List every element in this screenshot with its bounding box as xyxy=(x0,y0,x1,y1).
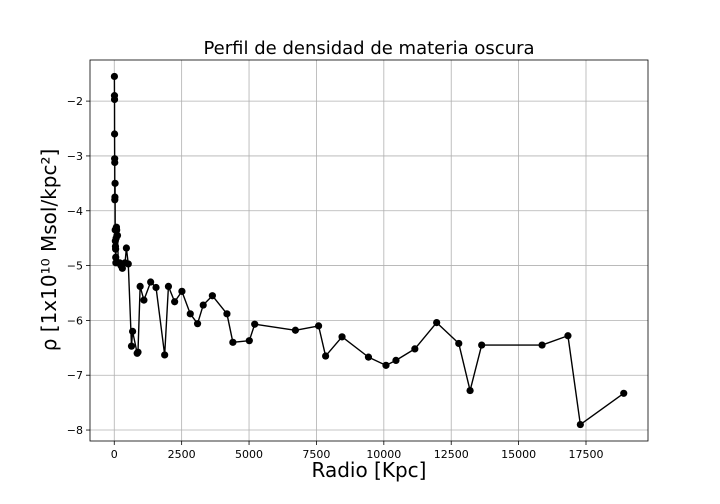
data-point xyxy=(229,338,237,346)
y-tick-label: −2 xyxy=(67,95,83,108)
data-point xyxy=(111,193,119,201)
data-point xyxy=(620,389,628,397)
data-point xyxy=(127,342,136,350)
y-tick-label: −3 xyxy=(67,150,83,163)
y-tick-label: −5 xyxy=(67,260,83,273)
y-tick-label: −8 xyxy=(67,424,83,437)
data-point xyxy=(338,333,346,341)
data-point xyxy=(433,318,441,327)
x-axis-label: Radio [Kpc] xyxy=(312,458,427,482)
data-point xyxy=(122,244,130,252)
data-point xyxy=(208,292,216,300)
y-tick-label: −4 xyxy=(67,205,83,218)
grid-lines xyxy=(90,60,648,441)
data-point xyxy=(110,95,119,104)
data-point xyxy=(392,356,400,365)
y-axis-label: ρ [1x10¹⁰ Msol/kpc²] xyxy=(37,149,61,352)
data-point xyxy=(291,326,300,334)
data-point xyxy=(113,226,121,234)
data-point xyxy=(171,298,179,306)
data-point xyxy=(564,332,572,340)
data-point xyxy=(538,341,546,349)
data-point xyxy=(576,420,584,429)
x-axis-ticks: 0 2500 5000 7500 10000 12500 15000 17500 xyxy=(111,441,604,461)
data-point xyxy=(178,287,186,295)
data-point xyxy=(128,327,137,335)
data-point xyxy=(134,348,142,356)
y-tick-label: −7 xyxy=(67,369,83,382)
data-point xyxy=(113,231,122,240)
data-point xyxy=(111,158,119,167)
data-point xyxy=(314,322,323,330)
series-polyline xyxy=(113,76,625,426)
data-point xyxy=(110,72,118,81)
data-point xyxy=(112,253,120,261)
data-point xyxy=(112,245,120,253)
data-point xyxy=(147,278,155,286)
data-point xyxy=(140,296,148,304)
series-points xyxy=(110,72,628,429)
data-point xyxy=(124,260,132,268)
data-point xyxy=(186,310,194,318)
x-tick-label: 17500 xyxy=(569,448,604,461)
series-line xyxy=(113,76,625,426)
data-point xyxy=(245,337,253,345)
chart-title: Perfil de densidad de materia oscura xyxy=(203,38,534,59)
data-point xyxy=(455,339,463,348)
data-point xyxy=(322,352,330,360)
data-point xyxy=(161,351,169,359)
data-point xyxy=(110,130,119,138)
x-tick-label: 15000 xyxy=(501,448,536,461)
x-tick-label: 7500 xyxy=(302,448,330,461)
data-point xyxy=(223,310,231,318)
data-point xyxy=(111,179,119,187)
data-point xyxy=(251,320,259,328)
plot-frame xyxy=(89,59,649,442)
x-tick-label: 12500 xyxy=(434,448,469,461)
data-point xyxy=(382,361,390,369)
x-tick-label: 2500 xyxy=(168,448,196,461)
data-point xyxy=(411,345,419,353)
x-tick-label: 0 xyxy=(111,448,118,461)
x-tick-label: 5000 xyxy=(235,448,263,461)
y-axis-ticks: −2 −3 −4 −5 −6 −7 −8 xyxy=(67,95,90,437)
data-point xyxy=(466,386,474,395)
data-point xyxy=(164,282,173,291)
data-point xyxy=(193,320,202,328)
data-point xyxy=(364,353,373,361)
data-point xyxy=(136,282,144,291)
y-tick-label: −6 xyxy=(67,314,83,327)
data-point xyxy=(152,283,160,292)
data-point xyxy=(199,301,207,309)
x-tick-label: 10000 xyxy=(366,448,401,461)
data-point xyxy=(118,264,126,272)
data-point xyxy=(478,341,486,349)
